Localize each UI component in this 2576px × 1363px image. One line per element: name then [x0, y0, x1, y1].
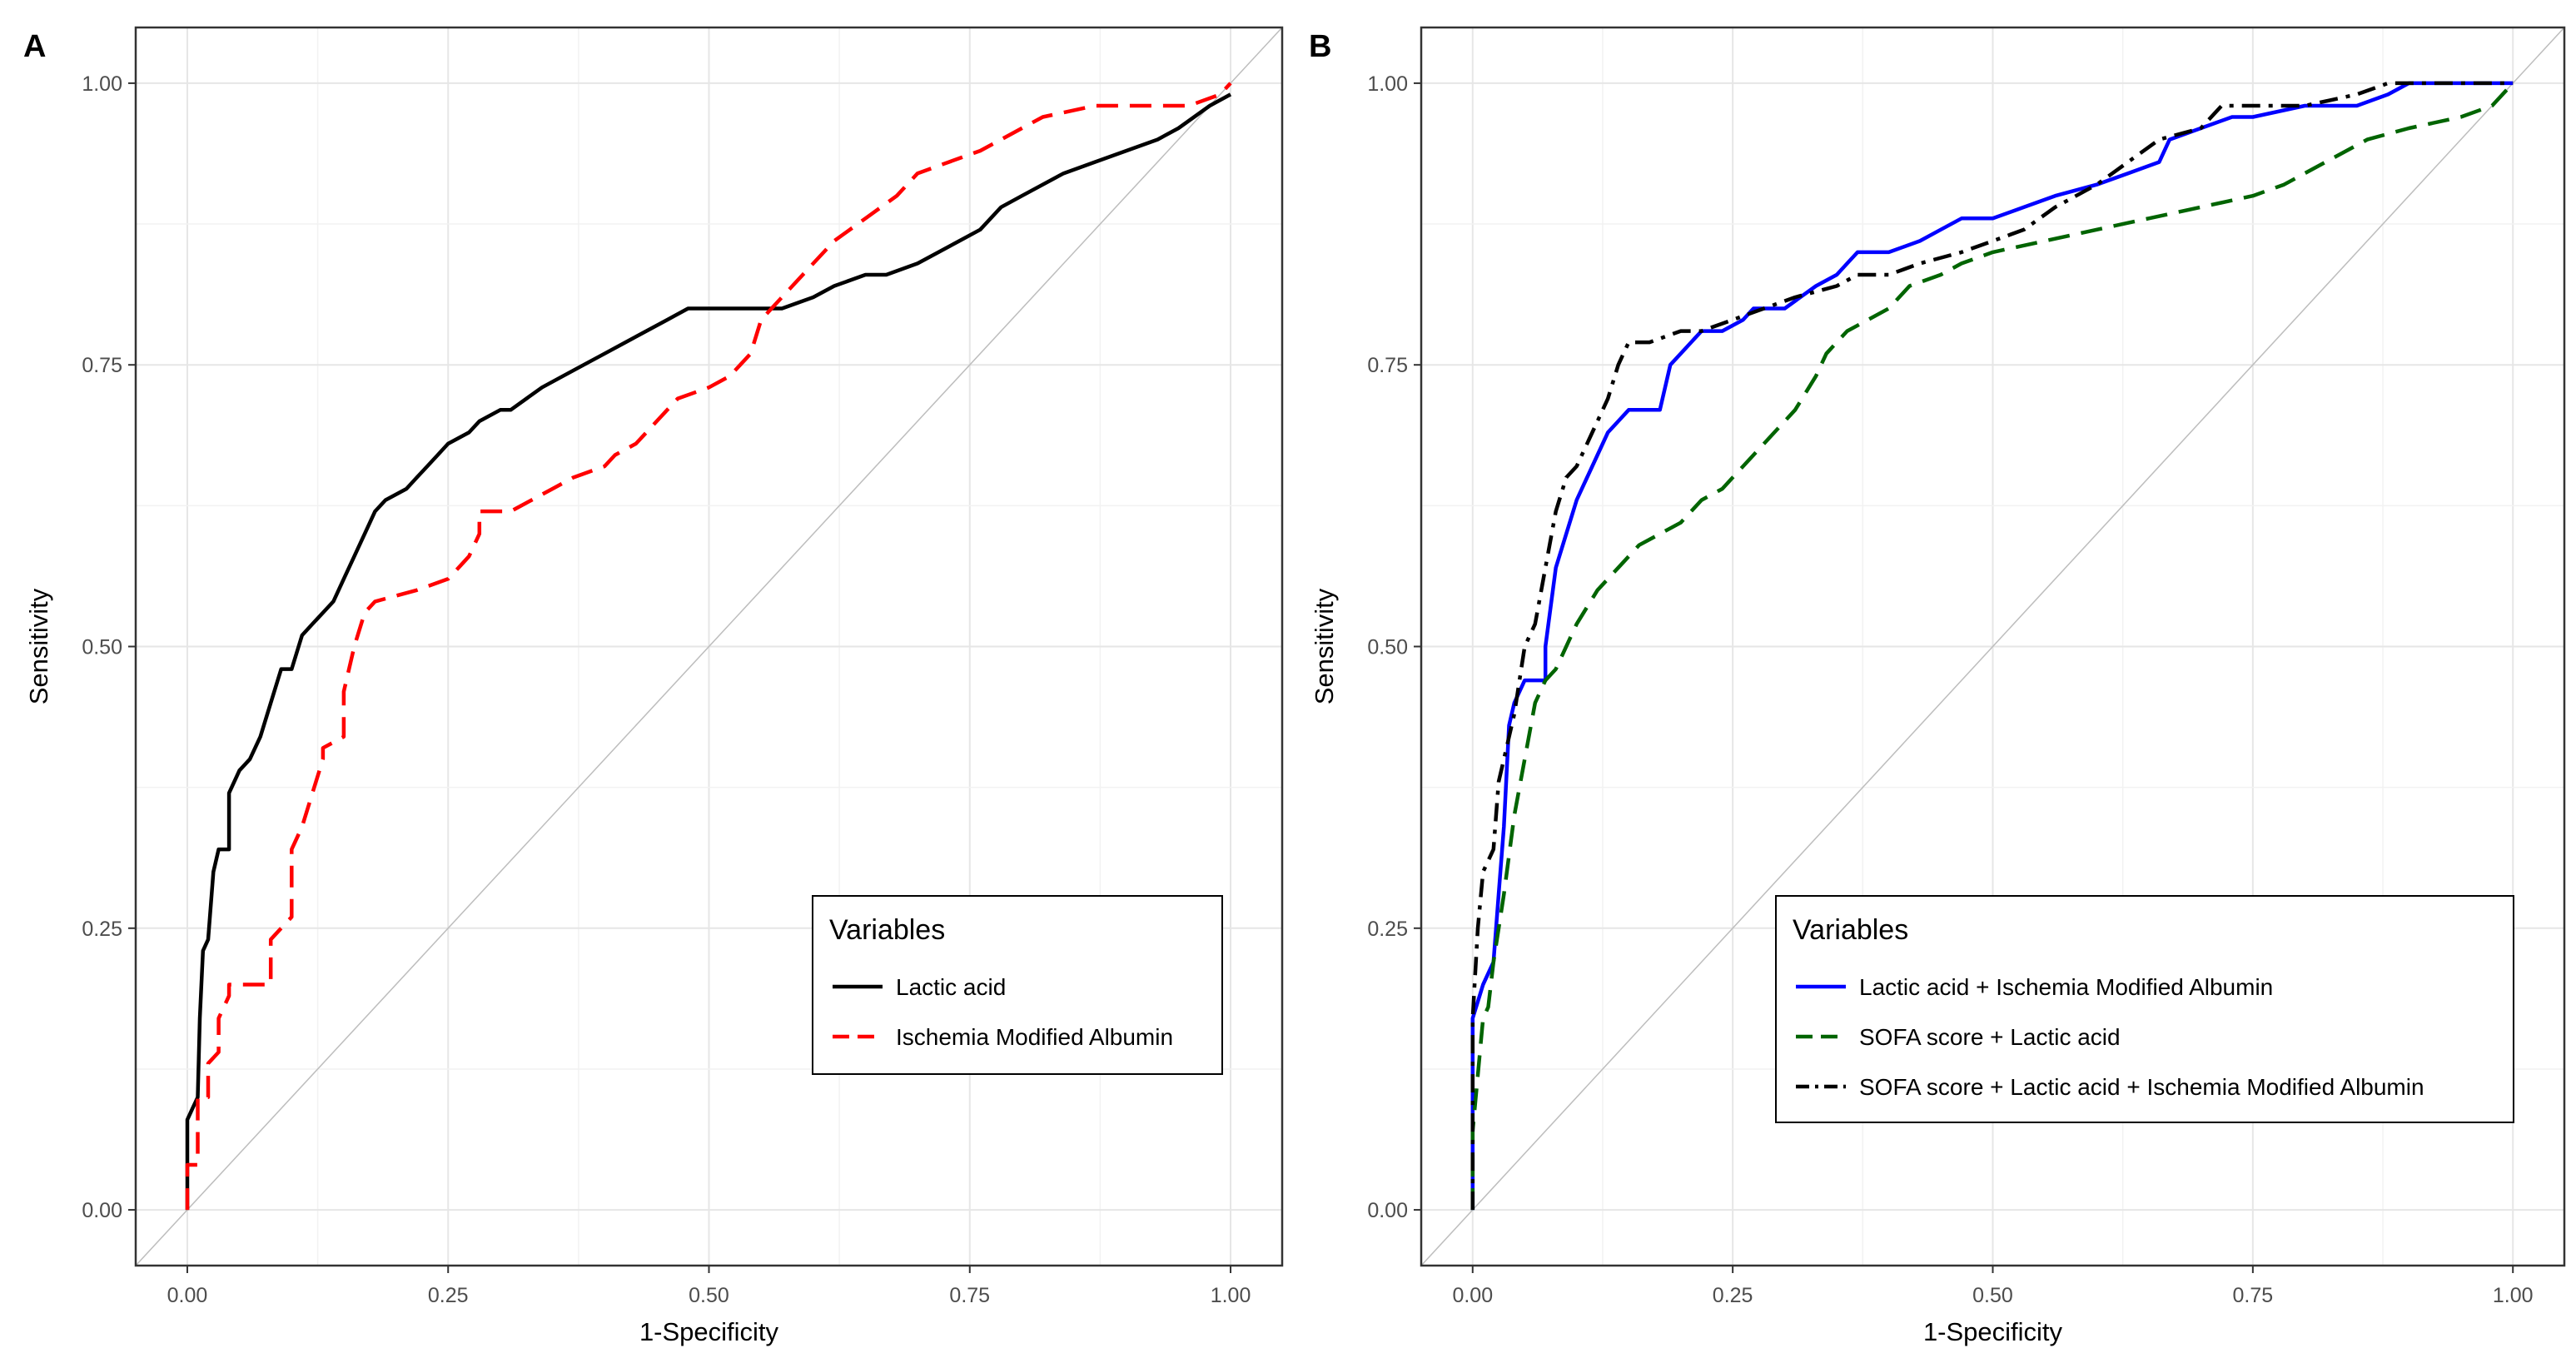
legend-label: Lactic acid + Ischemia Modified Albumin: [1859, 974, 2273, 1000]
x-axis-tick-labels: 0.00 0.25 0.50 0.75 1.00: [1452, 1284, 2533, 1307]
legend-item: SOFA score + Lactic acid + Ischemia Modi…: [1796, 1074, 2424, 1100]
roc-curve-2: [1470, 82, 2514, 1211]
y-tick-label: 0.75: [1367, 354, 1408, 377]
tick-marks: [1414, 82, 2514, 1273]
y-tick-label: 0.25: [1367, 918, 1408, 941]
legend-label: Lactic acid: [896, 974, 1006, 1000]
y-axis-tick-labels: 0.00 0.25 0.50 0.75 1.00: [1367, 72, 1408, 1222]
legend: Variables Lactic acid + Ischemia Modifie…: [1775, 895, 2514, 1123]
reference-diagonal: [135, 27, 1283, 1266]
series-lines: [1470, 81, 2514, 1211]
legend-title: Variables: [829, 914, 945, 946]
series-lines: [185, 82, 1232, 1211]
x-axis-title: 1-Specificity: [639, 1317, 779, 1346]
x-axis-title: 1-Specificity: [1923, 1317, 2063, 1346]
legend-title: Variables: [1793, 914, 1908, 946]
y-axis-title: Sensitivity: [24, 588, 53, 704]
reference-diagonal: [1420, 27, 2565, 1266]
panel-label: A: [23, 29, 46, 64]
x-tick-label: 1.00: [2493, 1284, 2534, 1307]
y-tick-label: 1.00: [82, 72, 122, 96]
legend-box: [1775, 895, 2514, 1123]
y-axis-tick-labels: 0.00 0.25 0.50 0.75 1.00: [82, 72, 122, 1222]
tick-marks: [128, 82, 1232, 1273]
legend-item: Lactic acid + Ischemia Modified Albumin: [1796, 974, 2273, 1000]
y-tick-label: 0.00: [1367, 1199, 1408, 1222]
legend-item: Lactic acid: [833, 974, 1006, 1000]
legend-label: Ischemia Modified Albumin: [896, 1024, 1173, 1050]
y-tick-label: 0.50: [1367, 636, 1408, 659]
y-tick-label: 0.75: [82, 354, 122, 377]
legend-item: Ischemia Modified Albumin: [833, 1024, 1173, 1050]
x-tick-label: 0.00: [167, 1284, 208, 1307]
roc-curve-3: [1470, 81, 2514, 1211]
y-tick-label: 0.50: [82, 636, 122, 659]
x-tick-label: 0.50: [689, 1284, 729, 1307]
panel-a: A 0.00 0.25 0.50 0.75 1.00 0.00 0.25 0.5…: [23, 26, 1284, 1346]
x-axis-tick-labels: 0.00 0.25 0.50 0.75 1.00: [167, 1284, 1251, 1307]
legend-label: SOFA score + Lactic acid: [1859, 1024, 2121, 1050]
roc-curve-1: [1470, 81, 2514, 1211]
x-tick-label: 0.00: [1452, 1284, 1493, 1307]
y-axis-title: Sensitivity: [1310, 588, 1339, 704]
x-tick-label: 0.50: [1972, 1284, 2013, 1307]
panel-label: B: [1309, 29, 1331, 64]
legend-label: SOFA score + Lactic acid + Ischemia Modi…: [1859, 1074, 2424, 1100]
panel-b: B 0.00 0.25 0.50 0.75 1.00 0.00 0.25 0.5…: [1309, 26, 2566, 1346]
y-tick-label: 0.25: [82, 918, 122, 941]
x-tick-label: 1.00: [1211, 1284, 1251, 1307]
legend-item: SOFA score + Lactic acid: [1796, 1024, 2121, 1050]
y-tick-label: 1.00: [1367, 72, 1408, 96]
roc-curve-2: [185, 82, 1232, 1211]
roc-curve-1: [185, 92, 1232, 1211]
x-tick-label: 0.75: [949, 1284, 990, 1307]
x-tick-label: 0.75: [2233, 1284, 2274, 1307]
y-tick-label: 0.00: [82, 1199, 122, 1222]
x-tick-label: 0.25: [428, 1284, 469, 1307]
legend: Variables Lactic acid Ischemia Modified …: [812, 895, 1223, 1075]
x-tick-label: 0.25: [1713, 1284, 1753, 1307]
